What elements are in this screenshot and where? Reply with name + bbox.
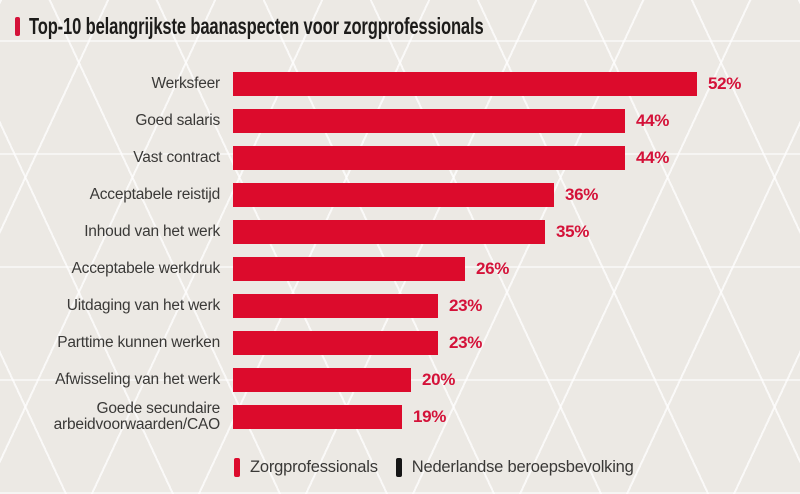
bar bbox=[233, 257, 465, 281]
bar-label: Afwisseling van het werk bbox=[55, 371, 220, 388]
legend: Zorgprofessionals Nederlandse beroepsbev… bbox=[234, 458, 800, 477]
title-accent-bar bbox=[15, 17, 20, 36]
chart-row: Uitdaging van het werk 23% bbox=[0, 294, 800, 318]
legend-swatch-beroepsbevolking bbox=[395, 458, 402, 477]
legend-label: Zorgprofessionals bbox=[250, 458, 378, 476]
bar-chart: Werksfeer 52% Goed salaris 44% Vast cont… bbox=[0, 72, 800, 433]
chart-row: Inhoud van het werk 35% bbox=[0, 220, 800, 244]
chart-row: Afwisseling van het werk 20% bbox=[0, 368, 800, 392]
chart-row: Goed salaris 44% bbox=[0, 109, 800, 133]
bar-value: 44% bbox=[636, 148, 670, 167]
bar bbox=[233, 109, 625, 133]
page-title: Top-10 belangrijkste baanaspecten voor z… bbox=[29, 13, 484, 39]
bar bbox=[233, 146, 625, 170]
chart-row: Acceptabele werkdruk 26% bbox=[0, 257, 800, 281]
chart-row: Goede secundaire arbeidvoorwaarden/CAO 1… bbox=[0, 401, 800, 433]
bar-label: Acceptabele reistijd bbox=[89, 186, 221, 203]
chart-row: Werksfeer 52% bbox=[0, 72, 800, 96]
bar-label: Uitdaging van het werk bbox=[66, 297, 220, 314]
bar-label: Acceptabele werkdruk bbox=[71, 260, 221, 277]
bar-label: Werksfeer bbox=[151, 75, 220, 92]
bar-value: 23% bbox=[449, 296, 483, 315]
bar-label: Goede secundaire arbeidvoorwaarden/CAO bbox=[53, 400, 221, 433]
bar bbox=[233, 331, 438, 355]
bar-value: 35% bbox=[556, 222, 590, 241]
legend-item-beroepsbevolking: Nederlandse beroepsbevolking bbox=[395, 458, 634, 477]
bar bbox=[233, 294, 438, 318]
bar bbox=[233, 72, 697, 96]
bar-label: Vast contract bbox=[133, 149, 220, 166]
legend-label: Nederlandse beroepsbevolking bbox=[411, 458, 634, 476]
bar-value: 20% bbox=[422, 370, 456, 389]
bar bbox=[233, 220, 545, 244]
bar bbox=[233, 405, 402, 429]
chart-row: Acceptabele reistijd 36% bbox=[0, 183, 800, 207]
chart-row: Vast contract 44% bbox=[0, 146, 800, 170]
header: Top-10 belangrijkste baanaspecten voor z… bbox=[0, 0, 800, 39]
bar-value: 19% bbox=[413, 407, 447, 426]
bar-label: Inhoud van het werk bbox=[84, 223, 220, 240]
bar-label: Parttime kunnen werken bbox=[57, 334, 220, 351]
bar bbox=[233, 368, 411, 392]
bar-value: 36% bbox=[565, 185, 599, 204]
bar-value: 44% bbox=[636, 111, 670, 130]
legend-item-zorgprofessionals: Zorgprofessionals bbox=[234, 458, 378, 477]
bar-value: 52% bbox=[708, 74, 742, 93]
bar bbox=[233, 183, 554, 207]
chart-row: Parttime kunnen werken 23% bbox=[0, 331, 800, 355]
bar-value: 26% bbox=[476, 259, 510, 278]
bar-label: Goed salaris bbox=[135, 112, 220, 129]
bar-value: 23% bbox=[449, 333, 483, 352]
legend-swatch-zorgprofessionals bbox=[234, 458, 240, 477]
